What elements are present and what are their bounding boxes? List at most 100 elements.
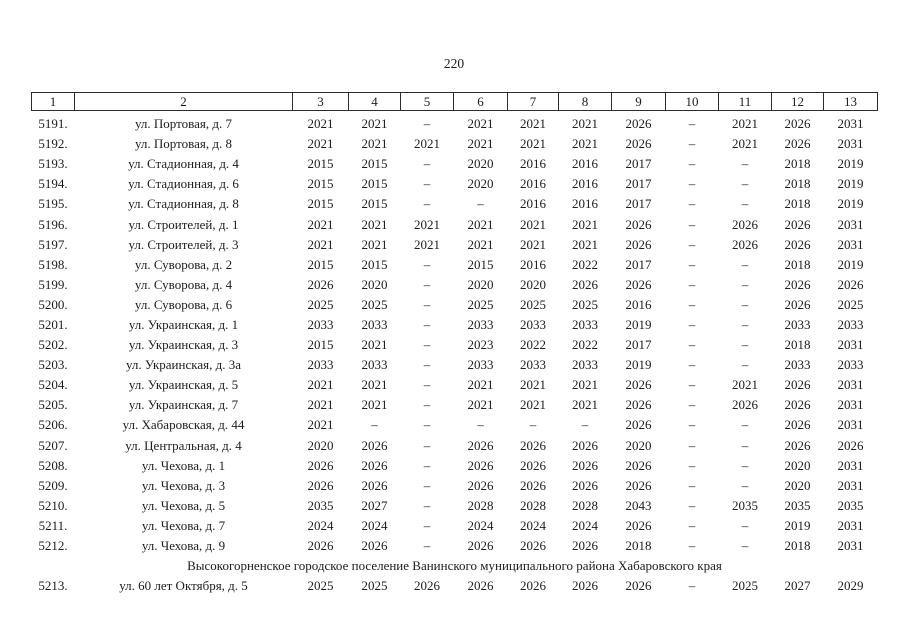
table-row: 5210. ул. Чехова, д. 5 2035 2027 – 2028 2028 20… xyxy=(32,496,878,516)
year-cell: 2024 xyxy=(467,517,494,533)
year-cell: – xyxy=(477,196,484,212)
year-cell: 2026 xyxy=(625,276,652,292)
year-cell: 2026 xyxy=(520,477,546,493)
year-cell: 2026 xyxy=(784,276,811,292)
table-row: 5203. ул. Украинская, д. 3а 2033 2033 – 2033 2… xyxy=(32,355,878,375)
year-cell: 2022 xyxy=(572,256,598,272)
address-cell: ул. Украинская, д. 5 xyxy=(128,377,239,393)
year-cell: 2020 xyxy=(361,276,388,292)
year-cell: 2026 xyxy=(467,457,494,473)
year-cell: – xyxy=(688,517,696,533)
year-cell: 2031 xyxy=(837,457,864,473)
year-cell: 2017 xyxy=(625,196,652,212)
year-cell: – xyxy=(423,377,431,393)
year-cell: 2026 xyxy=(732,236,758,252)
year-cell: 2026 xyxy=(361,538,388,554)
year-cell: 2026 xyxy=(784,216,811,232)
year-cell: 2033 xyxy=(361,316,388,332)
table-row: 5198. ул. Суворова, д. 2 2015 2015 – 2015 2016… xyxy=(32,255,878,275)
year-cell: 2021 xyxy=(572,397,598,413)
table-body: 5191. ул. Портовая, д. 7 2021 2021 – 2021 2021… xyxy=(32,111,878,597)
year-cell: 2026 xyxy=(572,457,598,473)
year-cell: 2016 xyxy=(520,176,546,192)
year-cell: – xyxy=(688,417,696,433)
year-cell: 2026 xyxy=(520,538,546,554)
address-cell: ул. Портовая, д. 8 xyxy=(135,136,232,152)
year-cell: 2033 xyxy=(572,316,598,332)
year-cell: 2018 xyxy=(784,176,811,192)
year-cell: 2026 xyxy=(784,116,811,132)
year-cell: 2019 xyxy=(625,357,652,373)
year-cell: 2026 xyxy=(307,276,334,292)
year-cell: 2019 xyxy=(625,316,652,332)
year-cell: – xyxy=(423,357,431,373)
year-cell: 2026 xyxy=(784,397,811,413)
year-cell: 2017 xyxy=(625,156,652,172)
row-number: 5207. xyxy=(38,437,68,453)
table-row: 5204. ул. Украинская, д. 5 2021 2021 – 2021 20… xyxy=(32,375,878,395)
address-cell: ул. Украинская, д. 7 xyxy=(128,397,239,413)
address-cell: ул. Стадионная, д. 8 xyxy=(128,196,239,212)
year-cell: 2025 xyxy=(307,296,334,312)
year-cell: 2026 xyxy=(572,437,598,453)
year-cell: – xyxy=(688,196,696,212)
address-cell: ул. Портовая, д. 7 xyxy=(135,116,232,132)
year-cell: 2028 xyxy=(467,497,494,513)
row-number: 5197. xyxy=(38,236,68,252)
year-cell: 2026 xyxy=(307,457,334,473)
table-row: 5191. ул. Портовая, д. 7 2021 2021 – 2021 2021… xyxy=(32,111,878,135)
column-header: 5 xyxy=(400,92,454,111)
row-number: 5191. xyxy=(38,116,68,132)
year-cell: 2021 xyxy=(467,236,494,252)
year-cell: 2026 xyxy=(625,477,652,493)
document-table: 1 2 3 4 5 6 7 8 9 10 11 12 13 5191. ул. Портовая, д. … xyxy=(31,92,878,596)
year-cell: 2022 xyxy=(520,337,546,353)
year-cell: 2016 xyxy=(572,156,598,172)
year-cell: – xyxy=(423,296,431,312)
year-cell: 2017 xyxy=(625,337,652,353)
year-cell: 2026 xyxy=(625,236,652,252)
year-cell: 2021 xyxy=(572,136,598,152)
year-cell: 2026 xyxy=(784,296,811,312)
year-cell: 2026 xyxy=(784,417,811,433)
year-cell: 2033 xyxy=(361,357,388,373)
year-cell: 2026 xyxy=(361,477,388,493)
year-cell: – xyxy=(688,176,696,192)
table-row: 5196. ул. Строителей, д. 1 2021 2021 2021 202… xyxy=(32,214,878,234)
address-cell: ул. Суворова, д. 2 xyxy=(134,256,233,272)
year-cell: 2019 xyxy=(837,196,864,212)
row-number: 5200. xyxy=(38,296,68,312)
address-cell: ул. 60 лет Октября, д. 5 xyxy=(119,578,248,594)
year-cell: 2026 xyxy=(361,437,388,453)
table-row: 5211. ул. Чехова, д. 7 2024 2024 – 2024 2024 20… xyxy=(32,516,878,536)
table-row: 5201. ул. Украинская, д. 1 2033 2033 – 2033 20… xyxy=(32,315,878,335)
year-cell: 2026 xyxy=(837,276,864,292)
row-number: 5202. xyxy=(38,337,68,353)
year-cell: 2026 xyxy=(520,457,546,473)
table-row: 5209. ул. Чехова, д. 3 2026 2026 – 2026 2026 20… xyxy=(32,476,878,496)
year-cell: 2031 xyxy=(837,377,864,393)
year-cell: 2026 xyxy=(784,136,811,152)
year-cell: 2035 xyxy=(307,497,334,513)
table-row: 5194. ул. Стадионная, д. 6 2015 2015 – 2020 20… xyxy=(32,174,878,194)
address-cell: ул. Суворова, д. 6 xyxy=(134,296,233,312)
column-header: 7 xyxy=(507,92,559,111)
row-number: 5201. xyxy=(38,316,68,332)
year-cell: 2021 xyxy=(307,216,334,232)
year-cell: 2021 xyxy=(520,236,546,252)
year-cell: 2026 xyxy=(732,216,758,232)
year-cell: 2033 xyxy=(784,316,811,332)
year-cell: 2021 xyxy=(361,377,388,393)
year-cell: 2031 xyxy=(837,417,864,433)
year-cell: 2025 xyxy=(361,296,388,312)
year-cell: 2026 xyxy=(520,437,546,453)
year-cell: 2016 xyxy=(520,256,546,272)
table-row: 5193. ул. Стадионная, д. 4 2015 2015 – 2020 20… xyxy=(32,154,878,174)
year-cell: 2021 xyxy=(467,116,494,132)
row-number: 5199. xyxy=(38,276,68,292)
year-cell: 2024 xyxy=(520,517,546,533)
year-cell: 2021 xyxy=(361,136,388,152)
year-cell: 2033 xyxy=(307,316,334,332)
year-cell: 2021 xyxy=(307,116,334,132)
year-cell: 2027 xyxy=(784,578,811,594)
